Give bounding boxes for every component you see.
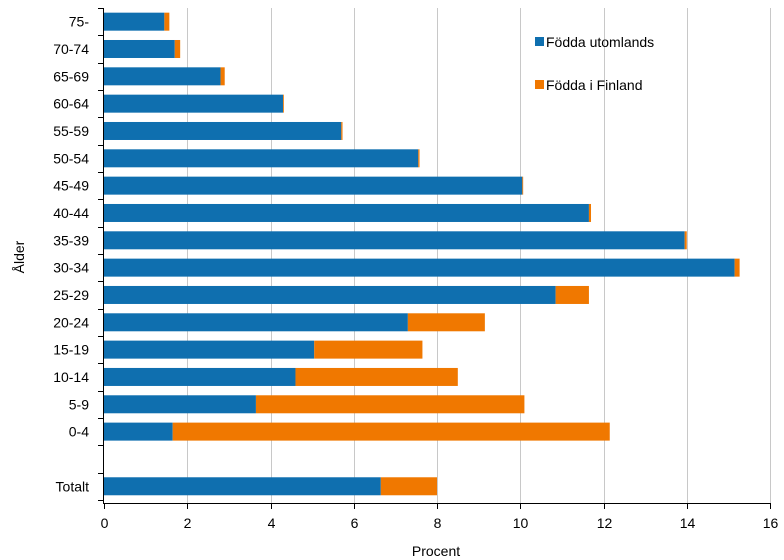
bar-fodda-i-finland [380,477,437,496]
bar-fodda-i-finland [555,285,589,304]
y-tick-label: 55-59 [53,123,89,139]
y-tick-label: 65-69 [53,68,89,84]
x-tick-label: 8 [434,515,442,531]
bar-fodda-utomlands [104,258,735,277]
y-tick-label: 25-29 [53,287,89,303]
bar-fodda-i-finland [314,340,423,359]
bar-fodda-utomlands [104,149,419,168]
bar-fodda-utomlands [104,203,589,222]
bar-fodda-utomlands [104,231,685,250]
legend-label-finland: Födda i Finland [546,77,643,93]
bar-fodda-i-finland [522,176,524,195]
legend-item-utomlands: Födda utomlands [535,34,654,50]
legend: Födda utomlands Födda i Finland [535,34,654,93]
y-tick-label: 10-14 [53,369,89,385]
x-tick-labels: 0 2 4 6 8 10 12 14 16 [101,503,779,531]
bar-fodda-i-finland [684,231,687,250]
y-tick-label: 20-24 [53,314,89,330]
legend-label-utomlands: Födda utomlands [546,34,654,50]
bar-fodda-utomlands [104,67,221,86]
legend-item-finland: Födda i Finland [535,77,643,93]
bar-fodda-utomlands [104,422,173,441]
x-tick-label: 4 [268,515,276,531]
y-axis-title: Ålder [11,240,27,273]
y-tick-label: 45-49 [53,178,89,194]
x-tick-label: 2 [184,515,192,531]
bar-fodda-utomlands [104,12,165,31]
bar-fodda-i-finland [341,121,343,140]
legend-swatch-finland [535,80,544,89]
y-tick-label: 5-9 [69,396,89,412]
y-tick-label: 50-54 [53,150,89,166]
y-tick-label: 30-34 [53,260,89,276]
y-tick-labels: 75- 70-74 65-69 60-64 55-59 50-54 45-49 40-44 35… [53,8,104,501]
bar-fodda-utomlands [104,340,315,359]
bar-fodda-utomlands [104,395,256,414]
y-tick-label: 40-44 [53,205,89,221]
x-tick-label: 16 [763,515,779,531]
bar-fodda-utomlands [104,121,342,140]
y-tick-label: 60-64 [53,96,89,112]
y-tick-label: 0-4 [69,424,89,440]
bar-fodda-utomlands [104,477,381,496]
x-tick-label: 14 [680,515,696,531]
y-tick-label: 35-39 [53,232,89,248]
bar-fodda-i-finland [734,258,740,277]
x-tick-label: 6 [351,515,359,531]
bar-fodda-i-finland [282,94,284,113]
bar-fodda-i-finland [295,367,458,386]
bar-fodda-i-finland [588,203,592,222]
bar-fodda-i-finland [418,149,420,168]
bar-fodda-utomlands [104,285,556,304]
legend-swatch-utomlands [535,37,544,46]
x-axis-title: Procent [412,543,460,559]
x-tick-label: 12 [597,515,613,531]
bar-fodda-utomlands [104,313,408,332]
bar-fodda-utomlands [104,367,296,386]
bar-fodda-i-finland [164,12,170,31]
y-tick-label: Totalt [56,478,90,494]
bar-fodda-utomlands [104,94,283,113]
bar-fodda-utomlands [104,176,523,195]
x-tick-label: 0 [101,515,109,531]
bar-fodda-i-finland [407,313,485,332]
y-tick-label: 70-74 [53,41,89,57]
bar-fodda-i-finland [255,395,525,414]
y-tick-label: 75- [69,14,90,30]
bar-fodda-i-finland [174,39,181,58]
bars-group [104,12,740,496]
x-tick-label: 10 [513,515,529,531]
bar-fodda-i-finland [220,67,225,86]
y-tick-label: 15-19 [53,342,89,358]
bar-fodda-i-finland [172,422,610,441]
bar-fodda-utomlands [104,39,175,58]
grid-lines [187,8,771,503]
